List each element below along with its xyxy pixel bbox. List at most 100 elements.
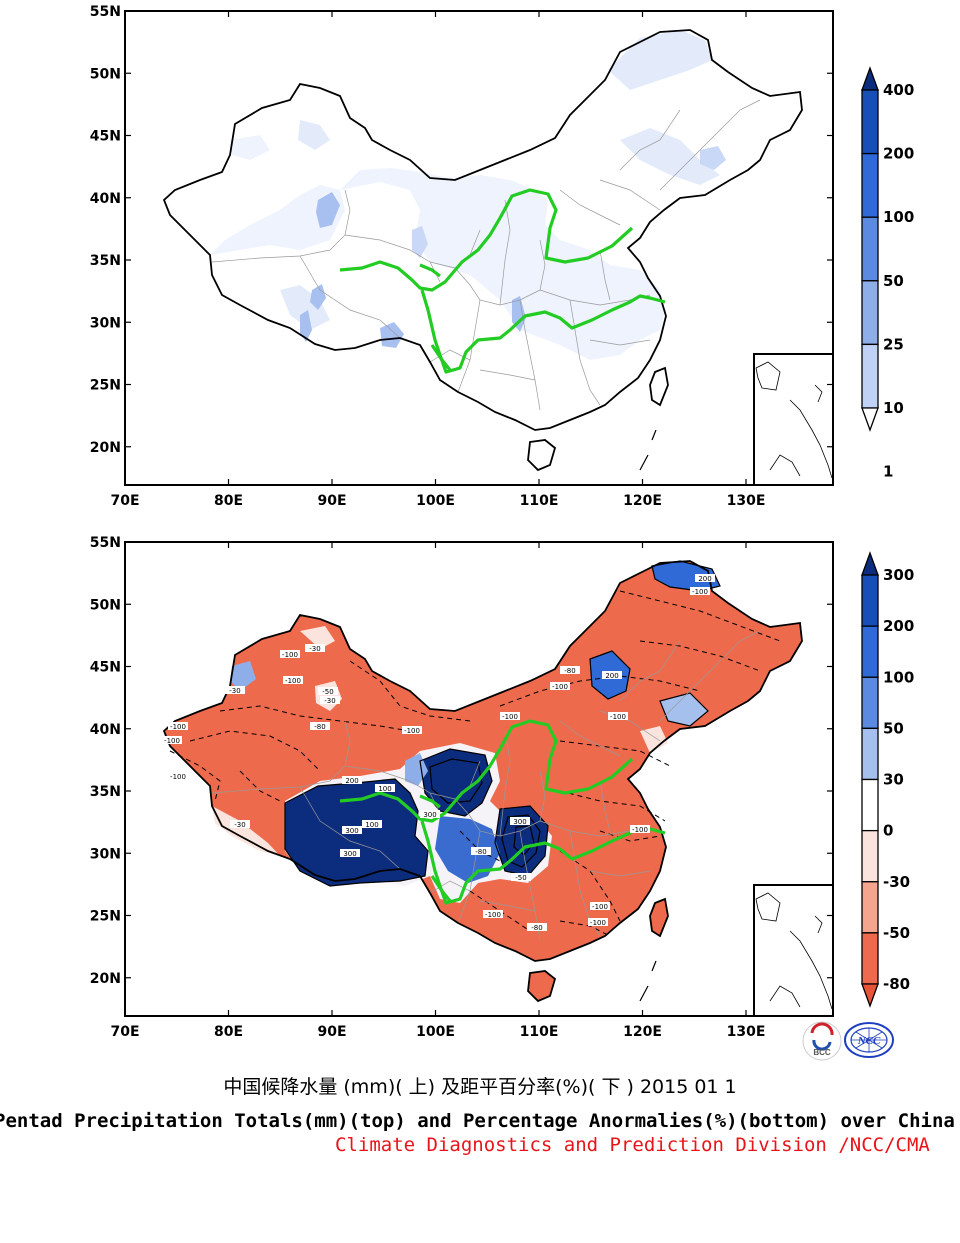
contour-label: -100 [552, 683, 568, 691]
top-lon-label: 80E [214, 493, 243, 509]
top-lon-label: 90E [317, 493, 346, 509]
bottom-lon-label: 80E [214, 1024, 243, 1040]
bottom-contours [169, 590, 781, 937]
contour-label-bg [162, 736, 182, 744]
bottom-lat-label: 30N [90, 846, 121, 862]
bcc-logo-text: BCC [813, 1048, 831, 1057]
bottom-colorbar-label: 0 [883, 822, 893, 840]
contour-label: -100 [592, 903, 608, 911]
contour-label: -30 [309, 645, 320, 653]
contour-label: -100 [692, 588, 708, 596]
contour-label: 100 [365, 821, 378, 829]
chinese-caption: 中国候降水量 (mm)( 上) 及距平百分率(%)( 下 ) 2015 01 1 [223, 1076, 737, 1098]
top-lat-label: 45N [90, 129, 121, 145]
contour-label-bg [342, 826, 362, 834]
bottom-lon-label: 90E [317, 1024, 346, 1040]
bottom-lat-label: 20N [90, 971, 121, 987]
top-axis-labels: 55N 50N 45N 40N 35N 30N 25N 20N 70E 80E 90E 100E 110… [90, 4, 833, 509]
contour-label-bg [471, 847, 491, 855]
contour-label-bg [588, 918, 608, 926]
contour-label-bg [420, 810, 440, 818]
contour-label: 100 [378, 785, 391, 793]
bottom-colorbar-label: -50 [883, 924, 910, 942]
top-lon-label: 130E [727, 493, 766, 509]
top-lat-label: 40N [90, 191, 121, 207]
top-lat-label: 20N [90, 440, 121, 456]
top-lat-label: 35N [90, 253, 121, 269]
bottom-lon-label: 130E [727, 1024, 766, 1040]
contour-label-bg [527, 923, 547, 931]
top-map-panel [124, 10, 834, 486]
contour-label-bg [283, 676, 303, 684]
ncc-logo: NCC [844, 1022, 894, 1058]
contour-label-bg [340, 849, 360, 857]
organization-caption: Climate Diagnostics and Prediction Divis… [335, 1134, 930, 1156]
top-colorbar-label: 400 [883, 81, 914, 99]
top-lat-label: 50N [90, 66, 121, 82]
bottom-solid-contours [284, 560, 721, 887]
bottom-lon-label: 120E [623, 1024, 662, 1040]
contour-label: -100 [502, 713, 518, 721]
bottom-lon-label: 100E [416, 1024, 455, 1040]
contour-label: -100 [282, 651, 298, 659]
contour-label: -50 [322, 688, 333, 696]
contour-label: 200 [345, 777, 358, 785]
bottom-colorbar-label: 100 [883, 668, 914, 686]
contour-label-bg [483, 910, 503, 918]
contour-label-bg [511, 873, 531, 881]
ncc-logo-text: NCC [857, 1035, 881, 1047]
contour-label: -100 [164, 737, 180, 745]
contour-label-bg [500, 712, 520, 720]
contour-label: -80 [564, 667, 575, 675]
top-lon-label: 100E [416, 493, 455, 509]
bottom-lat-label: 40N [90, 722, 121, 738]
english-caption: Pentad Precipitation Totals(mm)(top) and… [0, 1110, 955, 1132]
contour-label: -100 [285, 677, 301, 685]
contour-label: -30 [234, 821, 245, 829]
bcc-logo: BCC [802, 1021, 842, 1061]
bottom-lat-label: 50N [90, 597, 121, 613]
contour-label: -100 [170, 723, 186, 731]
contour-label: 300 [513, 818, 526, 826]
contour-label-bg [695, 574, 715, 582]
top-lon-label: 110E [520, 493, 559, 509]
contour-label: -100 [485, 911, 501, 919]
contour-label-bg [608, 712, 628, 720]
contour-label-bg [590, 902, 610, 910]
contour-label: -100 [632, 826, 648, 834]
bottom-colorbar-label: 200 [883, 617, 914, 635]
top-colorbar-label: 1 [883, 463, 893, 481]
bottom-lat-label: 55N [90, 535, 121, 551]
contour-label-bg [690, 587, 710, 595]
contour-labels: -100-30-100-50-30-80-100-100-30-100200-1… [162, 574, 715, 932]
contour-label: -100 [610, 713, 626, 721]
bottom-colorbar-label: -80 [883, 975, 910, 993]
contour-label-bg [630, 825, 650, 833]
bottom-colorbar-label: -30 [883, 873, 910, 891]
bottom-lon-label: 70E [110, 1024, 139, 1040]
bottom-lat-label: 25N [90, 909, 121, 925]
top-colorbar-label: 100 [883, 208, 914, 226]
contour-label: -100 [590, 919, 606, 927]
contour-label-bg [320, 696, 340, 704]
bottom-lat-label: 45N [90, 660, 121, 676]
top-colorbar-label: 10 [883, 399, 904, 417]
contour-label-bg [602, 671, 622, 679]
bottom-lat-label: 35N [90, 784, 121, 800]
top-lon-label: 70E [110, 493, 139, 509]
bottom-colorbar-label: 30 [883, 771, 904, 789]
contour-label: 300 [345, 827, 358, 835]
bottom-colorbar-label: 300 [883, 566, 914, 584]
bottom-axis-labels: 55N 50N 45N 40N 35N 30N 25N 20N 70E 80E 90E 100E 110… [90, 535, 833, 1040]
contour-label-bg [402, 726, 422, 734]
contour-label: 300 [423, 811, 436, 819]
top-precip-shading [210, 30, 726, 360]
contour-label-bg [168, 722, 188, 730]
contour-label: -80 [475, 848, 486, 856]
contour-label-bg [318, 687, 338, 695]
contour-label-bg [510, 817, 530, 825]
contour-label-bg [305, 644, 325, 652]
contour-label-bg [550, 682, 570, 690]
